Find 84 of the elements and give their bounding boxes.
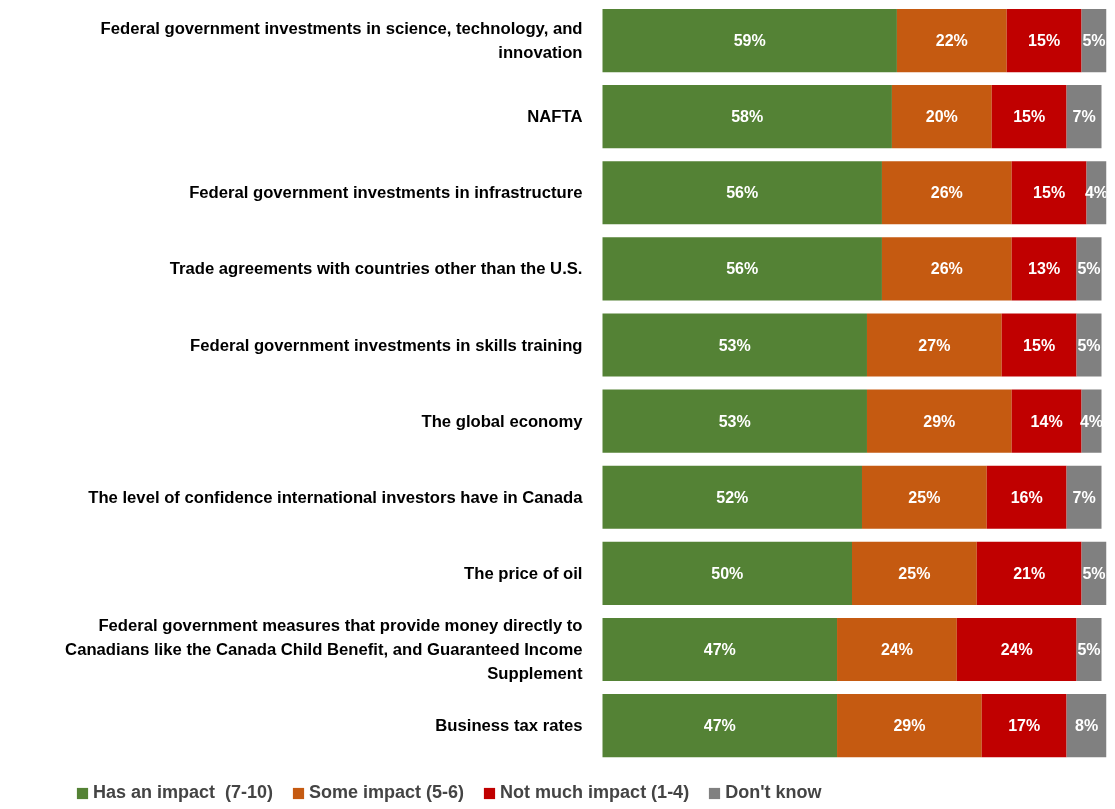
bar xyxy=(1011,237,1077,301)
data-label: 13% xyxy=(1028,260,1061,278)
bar xyxy=(981,693,1067,758)
data-label: 5% xyxy=(1077,640,1101,658)
legend-label: Has an impact (7-10) xyxy=(93,782,274,803)
bar xyxy=(1001,313,1077,377)
data-label: 56% xyxy=(726,260,759,278)
data-label: 47% xyxy=(703,717,736,735)
y-tick-label: Business tax rates xyxy=(435,716,583,736)
data-label: 52% xyxy=(716,488,749,506)
data-label: 14% xyxy=(1030,412,1063,430)
bar xyxy=(837,693,982,758)
data-label: 24% xyxy=(880,640,913,658)
data-label: 29% xyxy=(893,717,926,735)
bar xyxy=(602,161,882,225)
data-label: 26% xyxy=(930,260,963,278)
legend-label: Not much impact (1-4) xyxy=(500,782,690,803)
bar xyxy=(602,8,897,73)
data-label: 25% xyxy=(898,564,931,582)
data-label: 7% xyxy=(1072,488,1096,506)
data-label: 25% xyxy=(908,488,941,506)
bar xyxy=(1006,8,1082,73)
data-label: 20% xyxy=(925,108,958,126)
bar xyxy=(986,465,1067,529)
data-label: 16% xyxy=(1010,488,1043,506)
bar xyxy=(956,617,1077,682)
y-tick-label: Federal government investments in infrastructure xyxy=(189,183,583,203)
data-label: 22% xyxy=(935,32,968,50)
y-tick-label: Federal government measures that provide money directly to Canadians like the Canada Child Benefit, and Guaranteed Income Supplement xyxy=(65,616,583,683)
data-label: 29% xyxy=(923,412,956,430)
data-label: 58% xyxy=(731,108,764,126)
bar xyxy=(602,237,882,301)
bar xyxy=(866,389,1012,453)
bar xyxy=(1066,465,1102,529)
y-tick-label: Federal government investments in skills training xyxy=(190,335,583,355)
bar xyxy=(1066,85,1102,149)
data-label: 56% xyxy=(726,184,759,202)
data-label: 53% xyxy=(718,336,751,354)
bar xyxy=(891,85,992,149)
bar xyxy=(881,161,1012,225)
legend-label: Some impact (5-6) xyxy=(309,782,465,803)
legend-label: Don't know xyxy=(725,782,822,803)
data-label: 15% xyxy=(1023,336,1056,354)
y-tick-label: NAFTA xyxy=(527,107,583,127)
y-tick-label: The level of confidence international investors have in Canada xyxy=(88,487,584,507)
bar xyxy=(866,313,1002,377)
data-label: 5% xyxy=(1077,260,1101,278)
data-label: 26% xyxy=(930,184,963,202)
data-label: 59% xyxy=(733,32,766,50)
data-label: 24% xyxy=(1000,640,1033,658)
data-label: 15% xyxy=(1033,184,1066,202)
bar xyxy=(991,85,1067,149)
data-label: 50% xyxy=(711,564,744,582)
data-label: 15% xyxy=(1028,32,1061,50)
data-label: 21% xyxy=(1013,564,1046,582)
y-tick-label: The global economy xyxy=(421,411,584,431)
data-label: 7% xyxy=(1072,108,1096,126)
bar xyxy=(1011,161,1087,225)
bar xyxy=(1011,389,1082,453)
bar xyxy=(602,465,862,529)
bar xyxy=(602,693,838,758)
bar xyxy=(602,617,838,682)
data-label: 5% xyxy=(1082,564,1106,582)
data-label: 53% xyxy=(718,412,751,430)
y-tick-label: Trade agreements with countries other than the U.S. xyxy=(169,259,583,279)
data-label: 17% xyxy=(1008,717,1041,735)
bar xyxy=(602,541,852,605)
bar xyxy=(602,313,867,377)
data-label: 5% xyxy=(1082,32,1106,50)
bar xyxy=(852,541,977,605)
bar xyxy=(881,237,1012,301)
data-label: 47% xyxy=(703,640,736,658)
data-label: 15% xyxy=(1013,108,1046,126)
y-tick-label: Federal government investments in science, technology, and innovation xyxy=(100,19,583,62)
bar xyxy=(976,541,1082,605)
bar xyxy=(861,465,987,529)
data-label: 5% xyxy=(1077,336,1101,354)
bar xyxy=(896,8,1007,73)
bar xyxy=(602,389,867,453)
data-label: 8% xyxy=(1074,717,1099,735)
bar xyxy=(837,617,957,682)
y-tick-label: The price of oil xyxy=(464,563,583,583)
bar xyxy=(602,85,892,149)
data-label: 27% xyxy=(918,336,951,354)
